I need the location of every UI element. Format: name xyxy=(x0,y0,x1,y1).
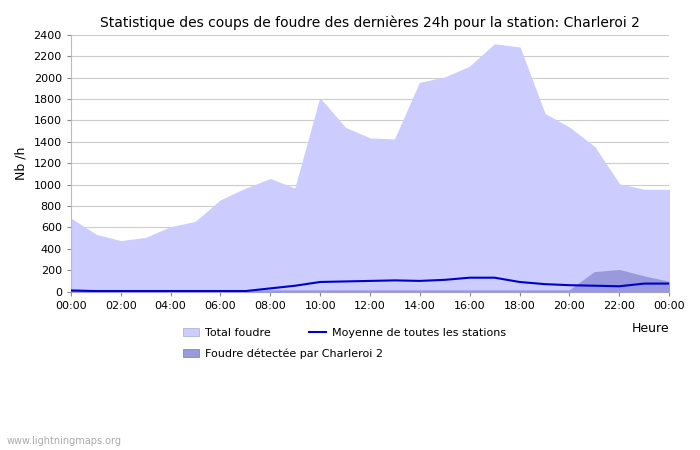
Text: Heure: Heure xyxy=(631,322,669,335)
Legend: Foudre détectée par Charleroi 2: Foudre détectée par Charleroi 2 xyxy=(178,344,387,363)
Text: www.lightningmaps.org: www.lightningmaps.org xyxy=(7,436,122,446)
Title: Statistique des coups de foudre des dernières 24h pour la station: Charleroi 2: Statistique des coups de foudre des dern… xyxy=(100,15,640,30)
Y-axis label: Nb /h: Nb /h xyxy=(15,147,28,180)
